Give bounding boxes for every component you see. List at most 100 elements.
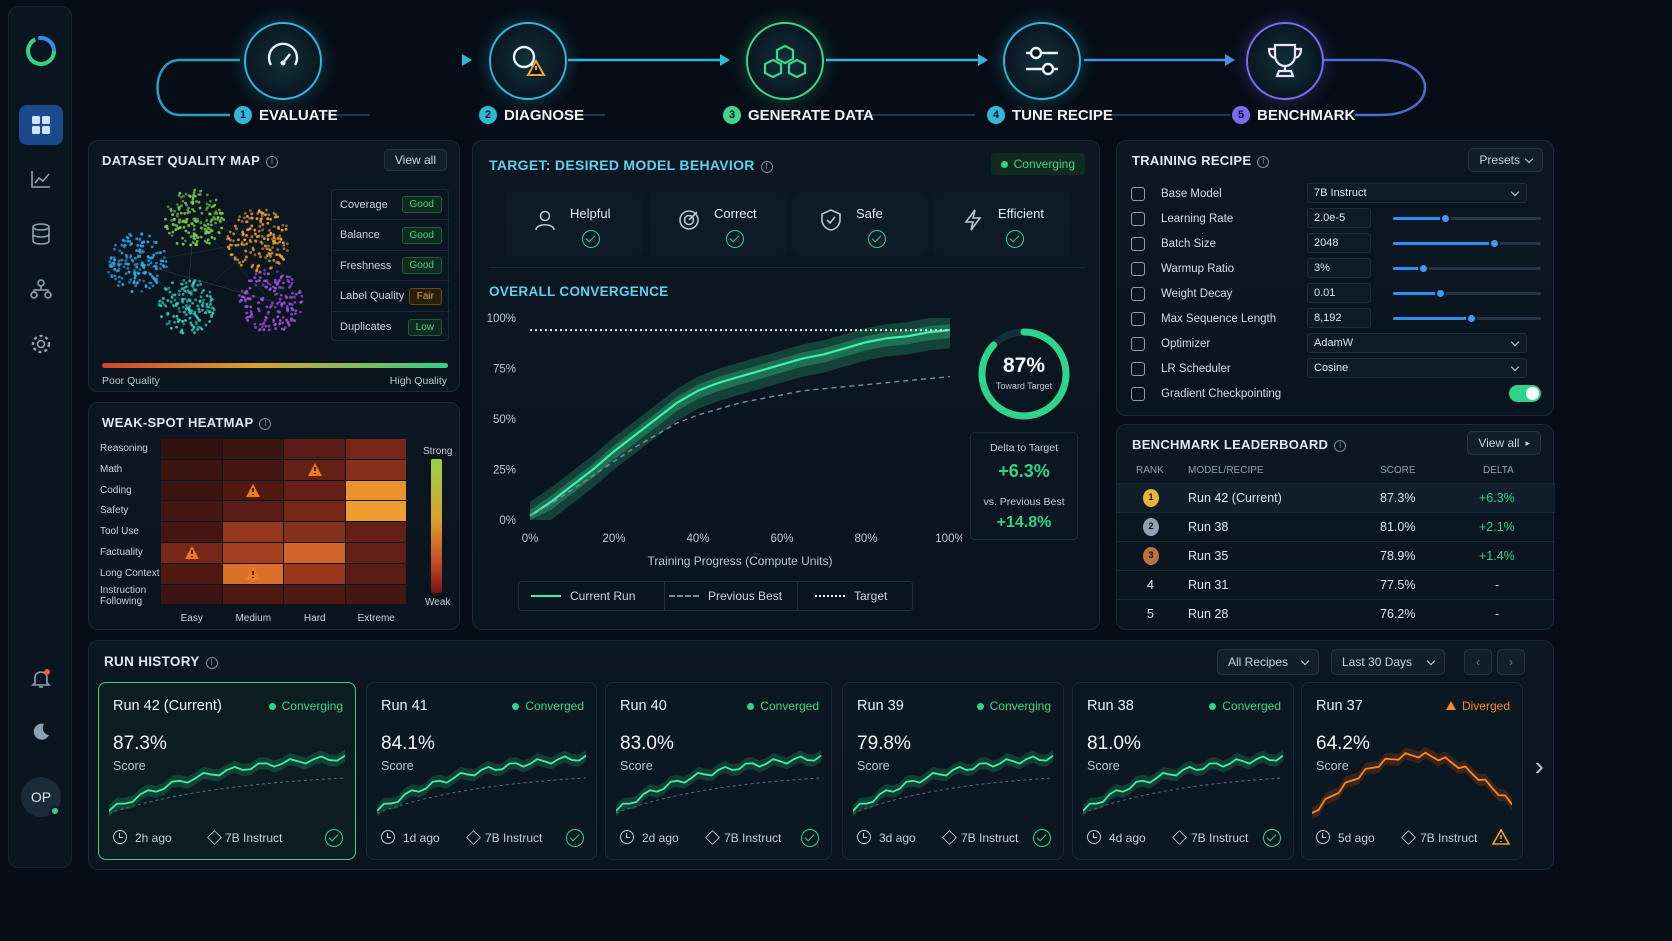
stage-tune-recipe-button[interactable] [1003, 22, 1081, 100]
heatmap-cell[interactable] [222, 439, 283, 459]
chart-icon[interactable] [19, 159, 63, 199]
moon-icon[interactable] [19, 712, 63, 752]
heatmap-cell[interactable] [161, 563, 222, 584]
info-icon[interactable]: i [1257, 156, 1270, 168]
heatmap-cell[interactable] [345, 439, 406, 459]
recipe-select[interactable]: Cosine [1307, 358, 1527, 378]
run-card[interactable]: Run 37 Diverged 64.2% Score 5d ago 7B Instruc… [1301, 682, 1523, 860]
info-icon[interactable]: i [1334, 440, 1347, 452]
recipe-select[interactable]: 7B Instruct [1307, 183, 1527, 203]
slider-knob[interactable] [1417, 263, 1429, 274]
heatmap-cell[interactable] [284, 480, 345, 501]
legend-item[interactable]: Current Run [531, 582, 665, 610]
hierarchy-icon[interactable] [19, 269, 63, 309]
heatmap-cell[interactable] [161, 480, 222, 501]
info-icon[interactable]: i [205, 657, 218, 669]
gradient-checkpointing-toggle[interactable] [1509, 385, 1541, 402]
heatmap-cell[interactable] [345, 480, 406, 501]
recipe-filter-label: All Recipes [1228, 655, 1289, 669]
recipe-value-input[interactable]: 3% [1307, 258, 1371, 278]
heatmap-cell[interactable] [161, 501, 222, 522]
slider-knob[interactable] [1466, 313, 1478, 324]
recipe-value-input[interactable]: 8,192 [1307, 308, 1371, 328]
dashboard-icon[interactable] [19, 105, 63, 145]
leaderboard-row[interactable]: 2 Run 38 81.0% +2.1% [1117, 512, 1555, 541]
recipe-value-input[interactable]: 2048 [1307, 233, 1371, 253]
run-status: Converging [268, 699, 343, 713]
slider-knob[interactable] [1435, 288, 1447, 299]
heatmap-cell[interactable] [161, 584, 222, 605]
behavior-safe[interactable]: Safe [792, 192, 928, 256]
heatmap-cell[interactable] [345, 522, 406, 542]
leaderboard-row[interactable]: 3 Run 35 78.9% +1.4% [1117, 541, 1555, 570]
run-card[interactable]: Run 41 Converged 84.1% Score 1d ago 7B Instru… [366, 682, 597, 860]
run-card[interactable]: Run 39 Converging 79.8% Score 3d ago 7B Instr… [842, 682, 1064, 860]
recipe-slider[interactable] [1393, 213, 1541, 224]
presets-dropdown[interactable]: Presets [1468, 148, 1543, 172]
y-tick-label: 50% [493, 414, 516, 426]
info-icon[interactable]: i [259, 418, 272, 430]
behavior-helpful[interactable]: Helpful [506, 192, 642, 256]
recipe-slider[interactable] [1393, 238, 1541, 249]
info-icon[interactable]: i [266, 156, 279, 168]
leaderboard-row[interactable]: 1 Run 42 (Current) 87.3% +6.3% [1117, 483, 1555, 512]
heatmap-cell[interactable] [222, 543, 283, 563]
leaderboard-view-all-button[interactable]: View all ▸ [1467, 431, 1541, 455]
quality-view-all-button[interactable]: View all [383, 149, 447, 171]
stage-number: 1 [234, 106, 252, 124]
database-icon[interactable] [19, 214, 63, 254]
heatmap-cell[interactable] [222, 459, 283, 480]
scroll-right-arrow[interactable]: › [1535, 751, 1544, 781]
recipe-select[interactable]: AdamW [1307, 333, 1527, 353]
gear-icon[interactable] [19, 324, 63, 364]
heatmap-cell[interactable] [161, 522, 222, 542]
heatmap-cell[interactable] [345, 584, 406, 605]
heatmap-cell[interactable] [284, 563, 345, 584]
slider-knob[interactable] [1439, 213, 1451, 224]
heatmap-cell[interactable] [284, 584, 345, 605]
legend-swatch [669, 595, 699, 597]
date-filter-dropdown[interactable]: Last 30 Days [1331, 649, 1445, 675]
heatmap-cell[interactable] [161, 439, 222, 459]
heatmap-cell[interactable] [345, 501, 406, 522]
run-card[interactable]: Run 42 (Current) Converging 87.3% Score 2h a… [98, 682, 356, 860]
run-card[interactable]: Run 38 Converged 81.0% Score 4d ago 7B Instru… [1072, 682, 1294, 860]
legend-item[interactable]: Previous Best [669, 582, 798, 610]
heatmap-cell[interactable] [345, 459, 406, 480]
heatmap-cell[interactable] [222, 501, 283, 522]
heatmap-cell[interactable] [284, 543, 345, 563]
heatmap-cell[interactable] [284, 501, 345, 522]
recipe-slider[interactable] [1393, 288, 1541, 299]
stage-benchmark-button[interactable] [1246, 22, 1324, 100]
heatmap-cell[interactable] [284, 439, 345, 459]
recipe-row: Max Sequence Length [1131, 306, 1541, 331]
heatmap-cell[interactable] [222, 584, 283, 605]
recipe-slider[interactable] [1393, 263, 1541, 274]
stage-evaluate-button[interactable] [244, 22, 322, 100]
run-title: Run 39 [857, 698, 904, 714]
bell-icon[interactable] [19, 659, 63, 699]
heatmap-cell[interactable] [345, 563, 406, 584]
recipe-slider[interactable] [1393, 313, 1541, 324]
heatmap-cell[interactable] [284, 522, 345, 542]
prev-page-button[interactable]: ‹ [1464, 649, 1492, 675]
recipe-filter-dropdown[interactable]: All Recipes [1217, 649, 1319, 675]
x-tick-label: 40% [686, 533, 709, 545]
heatmap-cell[interactable] [222, 522, 283, 542]
slider-knob[interactable] [1488, 238, 1500, 249]
stage-generate-data-button[interactable] [746, 22, 824, 100]
behavior-efficient[interactable]: Efficient [934, 192, 1070, 256]
stage-diagnose-button[interactable] [489, 22, 567, 100]
run-time: 3d ago [879, 831, 916, 845]
legend-item[interactable]: Target [815, 589, 887, 603]
leaderboard-row[interactable]: 5 Run 28 76.2% - [1117, 599, 1555, 628]
recipe-value-input[interactable]: 2.0e-5 [1307, 208, 1371, 228]
recipe-value-input[interactable]: 0.01 [1307, 283, 1371, 303]
run-card[interactable]: Run 40 Converged 83.0% Score 2d ago 7B Instru… [605, 682, 832, 860]
info-icon[interactable]: i [760, 161, 773, 173]
heatmap-cell[interactable] [345, 543, 406, 563]
heatmap-cell[interactable] [161, 459, 222, 480]
next-page-button[interactable]: › [1497, 649, 1525, 675]
leaderboard-row[interactable]: 4 Run 31 77.5% - [1117, 570, 1555, 599]
behavior-correct[interactable]: Correct [650, 192, 786, 256]
